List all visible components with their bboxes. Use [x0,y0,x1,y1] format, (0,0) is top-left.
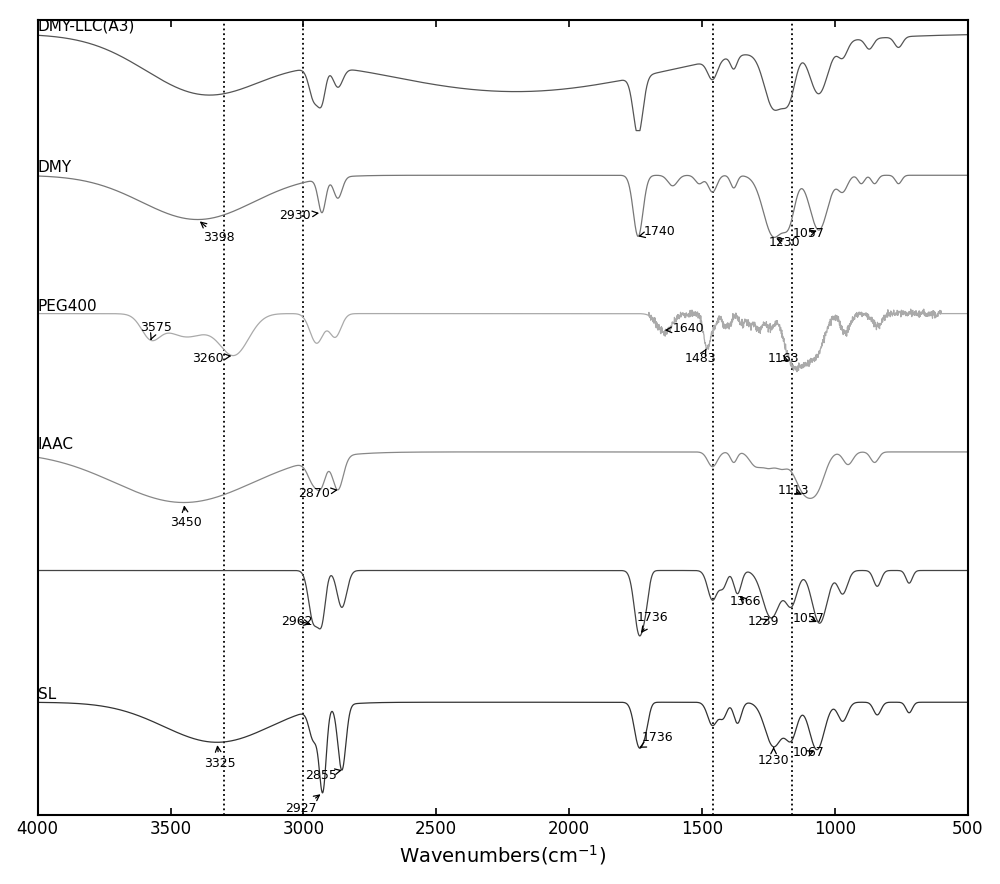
Text: 1736: 1736 [640,731,674,747]
Text: 2855: 2855 [305,768,341,781]
Text: 2962: 2962 [282,614,313,628]
Text: 3260: 3260 [192,352,230,365]
Text: 2930: 2930 [279,210,318,223]
Text: 3575: 3575 [140,321,172,339]
Text: 1163: 1163 [768,352,799,365]
Text: 3325: 3325 [204,746,235,770]
Text: 1067: 1067 [793,746,825,759]
Text: 2927: 2927 [286,795,319,816]
Text: 3450: 3450 [171,507,202,529]
Text: PEG400: PEG400 [38,299,97,314]
Text: DMY: DMY [38,160,72,175]
Text: SL: SL [38,687,56,702]
Text: 2870: 2870 [298,487,337,499]
Text: 1230: 1230 [769,236,800,248]
Text: IAAC: IAAC [38,437,74,452]
Text: 1239: 1239 [747,614,779,628]
Text: 3398: 3398 [201,222,235,244]
Text: 1740: 1740 [639,225,675,238]
Text: 1366: 1366 [730,596,761,608]
Text: 1113: 1113 [778,484,810,498]
Text: 1736: 1736 [637,611,668,632]
Text: 1230: 1230 [758,748,789,766]
Text: 1057: 1057 [793,612,825,625]
Text: 1640: 1640 [666,322,705,335]
Text: DMY-LLC(A3): DMY-LLC(A3) [38,19,135,34]
Text: 1483: 1483 [685,349,717,365]
X-axis label: Wavenumbers(cm$^{-1}$): Wavenumbers(cm$^{-1}$) [399,843,606,867]
Text: 1057: 1057 [793,226,825,240]
